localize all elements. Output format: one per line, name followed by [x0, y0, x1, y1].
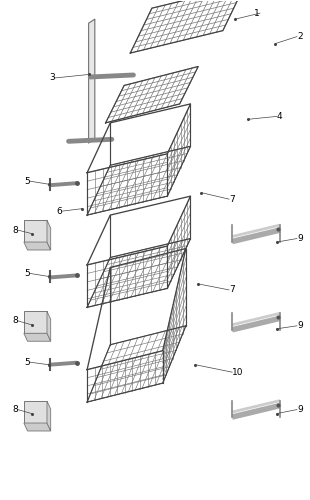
Text: 3: 3: [49, 74, 55, 82]
Text: 10: 10: [232, 368, 244, 376]
Text: 6: 6: [57, 206, 62, 216]
Polygon shape: [24, 242, 51, 250]
Polygon shape: [47, 401, 51, 431]
Text: 4: 4: [277, 112, 282, 121]
Text: 2: 2: [297, 32, 303, 41]
FancyBboxPatch shape: [24, 312, 47, 334]
FancyBboxPatch shape: [24, 401, 47, 423]
Polygon shape: [47, 312, 51, 341]
Text: 5: 5: [24, 358, 30, 366]
Text: 7: 7: [229, 194, 235, 203]
Text: 7: 7: [229, 286, 235, 294]
Text: 9: 9: [297, 322, 303, 330]
Text: 5: 5: [24, 176, 30, 186]
Text: 9: 9: [297, 405, 303, 414]
Text: 9: 9: [297, 234, 303, 243]
Text: 8: 8: [12, 405, 18, 414]
Polygon shape: [47, 220, 51, 250]
Text: 8: 8: [12, 316, 18, 326]
Text: 8: 8: [12, 226, 18, 234]
Text: 1: 1: [254, 8, 260, 18]
Polygon shape: [24, 334, 51, 341]
Polygon shape: [89, 19, 95, 143]
Text: 5: 5: [24, 269, 30, 278]
Polygon shape: [24, 423, 51, 431]
FancyBboxPatch shape: [24, 220, 47, 242]
